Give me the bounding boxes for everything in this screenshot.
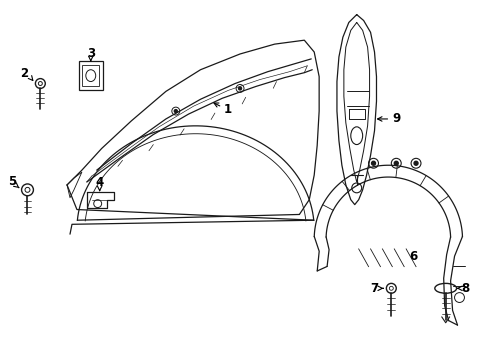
Text: 1: 1 (224, 103, 232, 116)
FancyBboxPatch shape (82, 65, 99, 86)
FancyBboxPatch shape (79, 61, 102, 90)
Text: 7: 7 (370, 282, 379, 295)
Text: 9: 9 (392, 112, 400, 125)
Text: 4: 4 (96, 176, 104, 189)
Text: 8: 8 (462, 282, 469, 295)
Text: 6: 6 (409, 250, 417, 263)
Text: 3: 3 (87, 48, 95, 60)
Circle shape (371, 161, 375, 165)
Circle shape (174, 109, 177, 113)
Text: 5: 5 (8, 175, 17, 189)
Text: 2: 2 (21, 67, 28, 80)
Circle shape (239, 87, 242, 90)
Circle shape (414, 161, 418, 165)
Circle shape (394, 161, 398, 165)
